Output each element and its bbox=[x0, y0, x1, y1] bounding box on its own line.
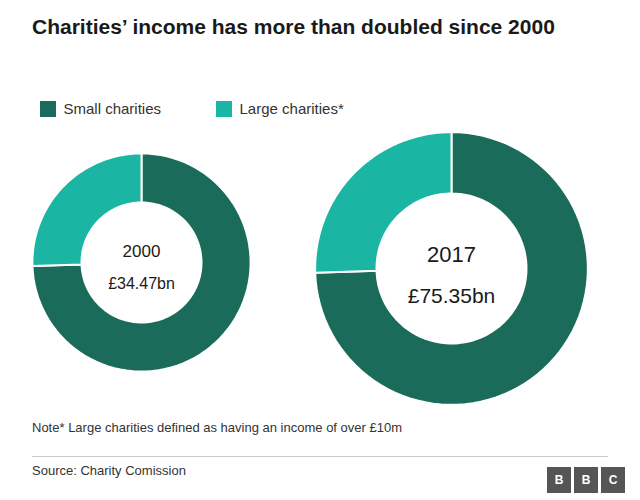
svg-text:2017: 2017 bbox=[427, 242, 476, 267]
html-text:Note* Large charities defined: Note* Large charities defined as having … bbox=[32, 420, 402, 435]
svg-text:2000: 2000 bbox=[123, 242, 161, 261]
html-text:Charities’ income has more tha: Charities’ income has more than doubled … bbox=[32, 15, 555, 38]
html-text:B: B bbox=[554, 473, 564, 487]
svg-text:£34.47bn: £34.47bn bbox=[108, 275, 175, 292]
html-text:B: B bbox=[581, 473, 591, 487]
html-text:Source: Charity Comission: Source: Charity Comission bbox=[32, 463, 186, 478]
html-text:C: C bbox=[608, 473, 618, 487]
html-text:Large charities*: Large charities* bbox=[239, 100, 344, 117]
svg-text:£75.35bn: £75.35bn bbox=[408, 283, 496, 306]
html-text:Small charities: Small charities bbox=[63, 100, 161, 117]
